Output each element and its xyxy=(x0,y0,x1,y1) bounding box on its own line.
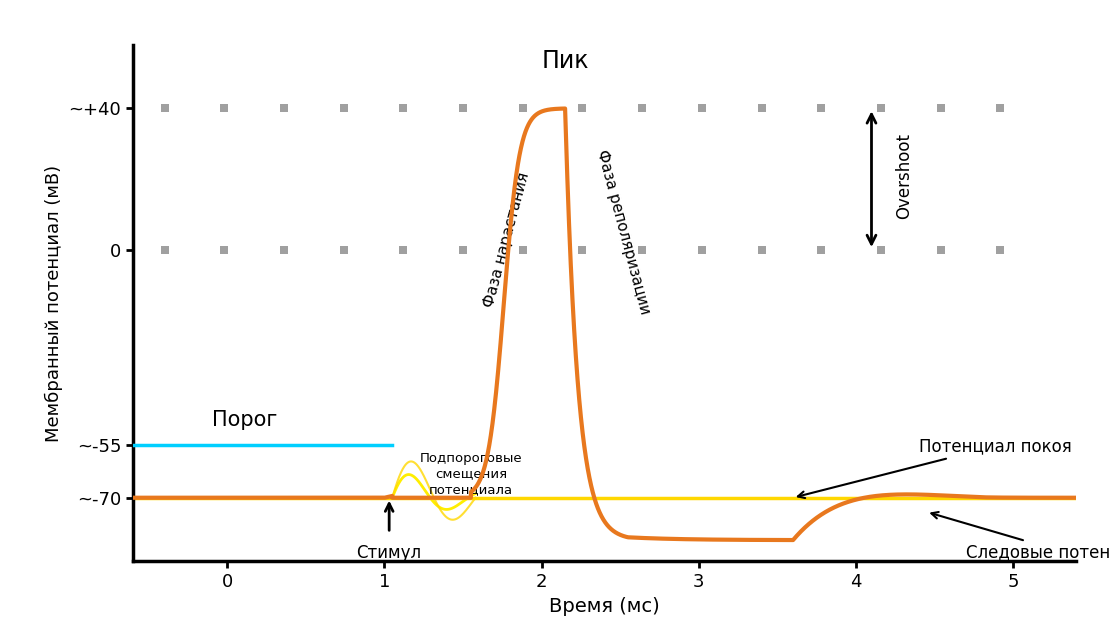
Text: Порог: Порог xyxy=(212,410,277,431)
Text: Следовые потенциалы: Следовые потенциалы xyxy=(932,512,1109,561)
X-axis label: Время (мс): Время (мс) xyxy=(549,597,660,616)
Text: Потенциал покоя: Потенциал покоя xyxy=(797,437,1071,498)
Text: Пик: Пик xyxy=(541,49,589,73)
Text: Подпороговые
смещения
потенциала: Подпороговые смещения потенциала xyxy=(419,452,522,497)
Text: Фаза нарастания: Фаза нарастания xyxy=(481,170,532,309)
Text: Фаза реполяризации: Фаза реполяризации xyxy=(594,148,652,316)
Text: Overshoot: Overshoot xyxy=(895,133,913,219)
Y-axis label: Мембранный потенциал (мВ): Мембранный потенциал (мВ) xyxy=(44,165,63,441)
Text: Стимул: Стимул xyxy=(357,544,421,561)
